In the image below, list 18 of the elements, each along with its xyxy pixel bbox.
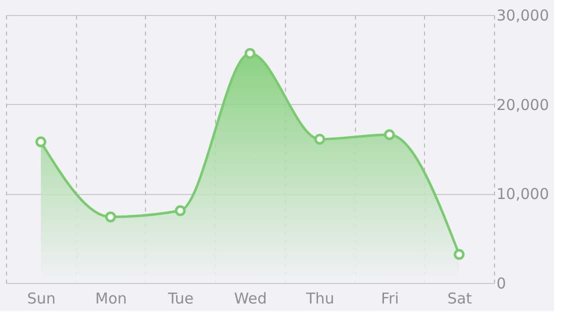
point	[244, 48, 256, 59]
point	[314, 134, 326, 145]
y-tick-label: 20,000	[496, 96, 549, 114]
point	[174, 205, 186, 216]
point	[454, 248, 465, 260]
x-tick-label: Sat	[447, 290, 472, 308]
y-tick-label: 0	[496, 274, 506, 292]
x-tick-label: Sun	[27, 290, 56, 308]
x-tick-label: Thu	[305, 290, 334, 308]
x-tick-label: Fri	[380, 290, 399, 308]
point	[384, 129, 395, 140]
point	[35, 136, 46, 148]
y-tick-label: 10,000	[496, 185, 549, 204]
y-tick-label: 30,000	[496, 6, 549, 24]
point	[105, 211, 116, 222]
x-tick-label: Tue	[166, 290, 194, 308]
x-tick-label: Mon	[95, 290, 127, 308]
x-tick-label: Wed	[234, 290, 267, 308]
